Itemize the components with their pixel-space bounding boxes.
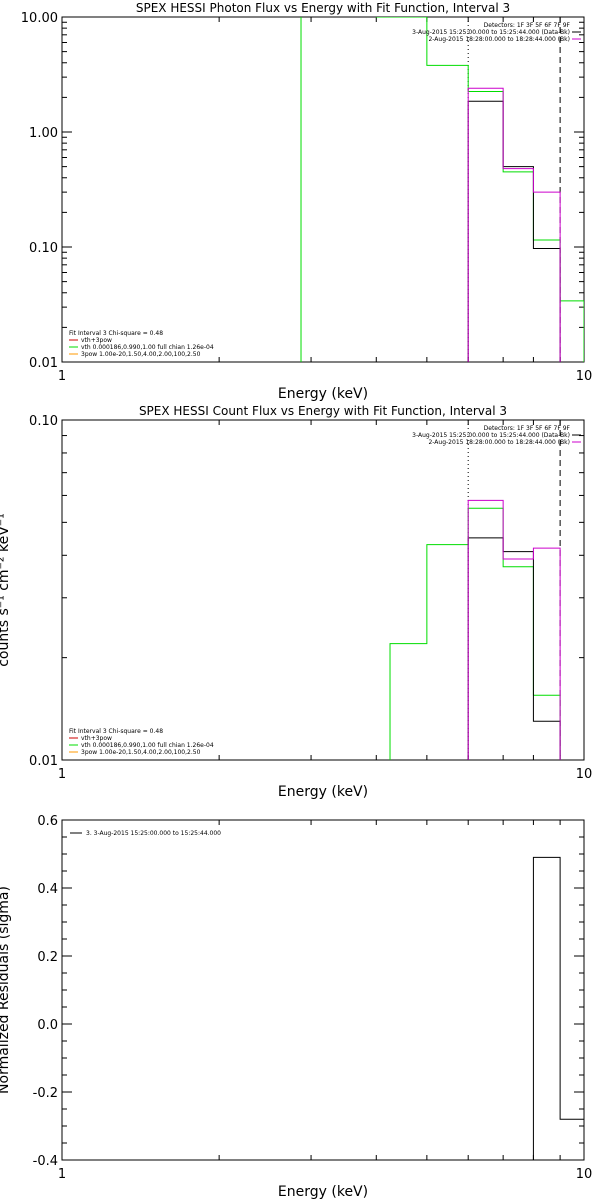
y-tick-label: 0.01 bbox=[29, 754, 58, 769]
y-tick-label: 0.6 bbox=[37, 814, 58, 829]
legend-bottom-text: 3pow 1.00e-20,1.50,4.00,2.00,100,2.50 bbox=[81, 749, 201, 756]
panel-3: 1 10 -0.4 -0.2 0.0 0.2 0.4 0.6 Energy (keV) Norma… bbox=[0, 814, 592, 1200]
y-tick-label: 10.00 bbox=[21, 11, 58, 26]
legend-bottom-text: vth 0.000186,0.990,1.00 full chian 1.26e… bbox=[81, 344, 214, 351]
chart-title: SPEX HESSI Count Flux vs Energy with Fit… bbox=[139, 404, 507, 418]
legend-top-text: 3-Aug-2015 15:25:00.000 to 15:25:44.000 … bbox=[412, 29, 570, 36]
series-line-3 bbox=[467, 87, 561, 362]
y-axis-label: counts s⁻¹ cm⁻² keV⁻¹ bbox=[0, 513, 12, 667]
x-tick-label: 1 bbox=[58, 369, 66, 384]
series-line-1 bbox=[532, 856, 584, 1160]
legend-bottom-text: vth+3pow bbox=[81, 735, 112, 742]
plot-frame bbox=[61, 16, 585, 363]
x-axis-label: Energy (keV) bbox=[278, 784, 368, 800]
legend-top-left-text: 3. 3-Aug-2015 15:25:00.000 to 15:25:44.0… bbox=[86, 830, 221, 837]
legend-bottom-text: 3pow 1.00e-20,1.50,4.00,2.00,100,2.50 bbox=[81, 351, 201, 358]
chart-title: SPEX HESSI Photon Flux vs Energy with Fi… bbox=[136, 1, 510, 15]
x-tick-label: 10 bbox=[576, 1167, 593, 1182]
legend-bottom-text: Fit Interval 3 Chi-square = 0.48 bbox=[69, 330, 163, 337]
y-tick-label: 0.10 bbox=[29, 414, 58, 429]
series-line-1 bbox=[389, 507, 561, 760]
legend-top-text: 3-Aug-2015 15:25:00.000 to 15:25:44.000 … bbox=[412, 432, 570, 439]
legend-top-text: 2-Aug-2015 18:28:00.000 to 18:28:44.000 … bbox=[428, 36, 570, 43]
y-tick-label: 0.0 bbox=[37, 1018, 58, 1033]
panel-2: 1 10 0.01 0.10 SPEX HESSI Count Flux vs Ener… bbox=[0, 404, 592, 800]
x-axis-label: Energy (keV) bbox=[278, 386, 368, 402]
plot-frame bbox=[61, 819, 585, 1161]
legend-top-text: Detectors: 1F 3F 5F 6F 7F 9F bbox=[484, 425, 571, 432]
y-tick-label: 0.2 bbox=[37, 950, 58, 965]
data-series-group bbox=[532, 856, 584, 1160]
series-line-2 bbox=[467, 100, 561, 362]
legend-top-text: 2-Aug-2015 18:28:00.000 to 18:28:44.000 … bbox=[428, 439, 570, 446]
y-tick-label: -0.2 bbox=[33, 1086, 58, 1101]
series-line-2 bbox=[467, 537, 561, 760]
legend-bottom-text: Fit Interval 3 Chi-square = 0.48 bbox=[69, 728, 163, 735]
series-line-3 bbox=[467, 499, 561, 760]
y-tick-label: -0.4 bbox=[33, 1154, 58, 1169]
x-tick-label: 1 bbox=[58, 767, 66, 782]
y-tick-label: 0.01 bbox=[29, 356, 58, 371]
x-tick-label: 1 bbox=[58, 1167, 66, 1182]
legend-bottom-text: vth+3pow bbox=[81, 337, 112, 344]
legend-bottom-text: vth 0.000186,0.990,1.00 full chian 1.26e… bbox=[81, 742, 214, 749]
x-axis-label: Energy (keV) bbox=[278, 1184, 368, 1200]
panel-1: 1 10 0.01 0.10 1.00 10.00 SPEX HESSI Photon Fl… bbox=[21, 1, 593, 402]
x-tick-label: 10 bbox=[576, 369, 593, 384]
data-series-group bbox=[300, 17, 584, 362]
legend-top-text: Detectors: 1F 3F 5F 6F 7F 9F bbox=[484, 22, 571, 29]
y-axis-label: Normalized Residuals (sigma) bbox=[0, 886, 12, 1094]
data-series-group bbox=[389, 499, 561, 760]
x-tick-label: 10 bbox=[576, 767, 593, 782]
y-tick-label: 1.00 bbox=[29, 126, 58, 141]
plot-frame bbox=[61, 419, 585, 761]
series-line-1 bbox=[300, 17, 584, 362]
y-tick-label: 0.4 bbox=[37, 882, 58, 897]
y-tick-label: 0.10 bbox=[29, 241, 58, 256]
